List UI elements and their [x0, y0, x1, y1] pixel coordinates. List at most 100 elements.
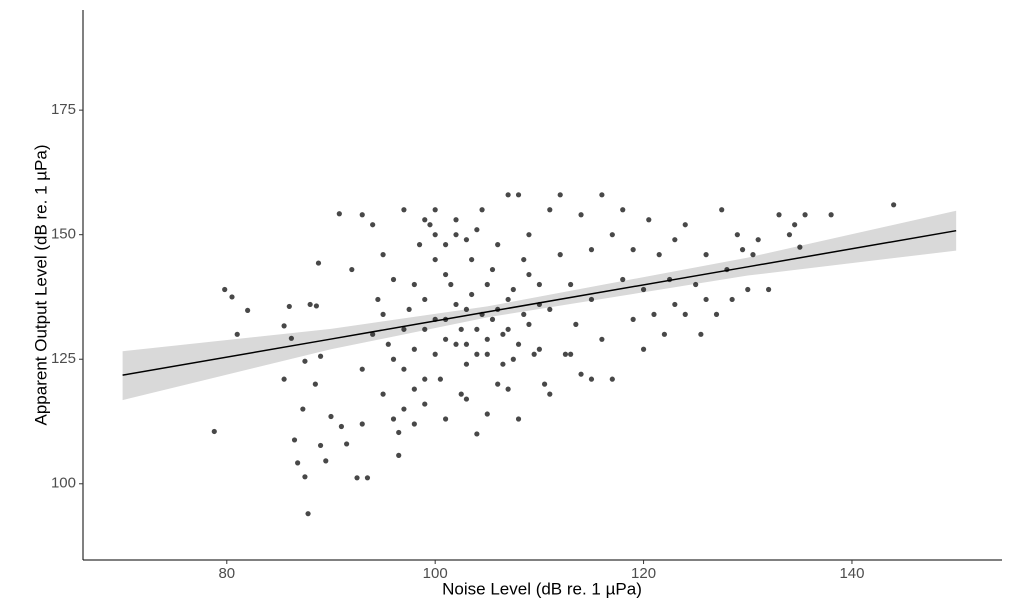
point [541, 381, 548, 387]
point [390, 356, 397, 362]
point [222, 286, 228, 293]
point [578, 371, 584, 377]
y-tick-label: 175 [51, 101, 76, 118]
point [463, 341, 470, 347]
point [640, 346, 647, 352]
point [458, 326, 464, 332]
point [453, 341, 459, 347]
point [620, 276, 626, 283]
point [510, 356, 516, 362]
point [328, 413, 334, 420]
x-tick-label: 120 [631, 565, 656, 582]
point [453, 232, 459, 238]
point [526, 271, 532, 278]
point [750, 252, 756, 258]
point [234, 331, 240, 337]
point [562, 351, 569, 357]
point [432, 256, 438, 263]
point [510, 286, 516, 293]
point [640, 286, 647, 293]
point [411, 386, 417, 392]
point [390, 276, 397, 283]
point [588, 247, 595, 253]
point [463, 396, 470, 402]
point [515, 416, 522, 422]
y-axis-title: Apparent Output Level (dB re. 1 µPa) [31, 144, 50, 425]
point [568, 351, 574, 357]
point [557, 252, 563, 258]
point [891, 202, 897, 208]
point [323, 458, 329, 464]
point [432, 232, 438, 238]
point [630, 316, 636, 322]
point [693, 281, 699, 288]
point [437, 376, 443, 382]
point [802, 212, 808, 218]
point [411, 281, 417, 288]
x-tick-label: 140 [839, 565, 864, 582]
point [479, 207, 485, 213]
point [620, 207, 626, 213]
point [354, 475, 360, 481]
point [442, 271, 449, 278]
point [442, 416, 449, 422]
point [370, 222, 376, 228]
point [453, 301, 459, 308]
y-tick-label: 150 [51, 226, 76, 243]
point [302, 474, 308, 480]
point [505, 296, 511, 303]
point [375, 296, 381, 303]
point [349, 266, 355, 273]
point [682, 222, 688, 228]
point [422, 376, 428, 382]
point [484, 281, 490, 288]
point [599, 336, 605, 342]
point [401, 406, 407, 412]
point [463, 306, 470, 313]
point [422, 296, 428, 303]
point [505, 386, 511, 392]
point [281, 323, 287, 329]
point [703, 296, 709, 303]
point [656, 252, 662, 258]
point [495, 381, 501, 387]
point [313, 303, 319, 309]
y-tick-label: 100 [51, 475, 76, 492]
point [698, 331, 704, 337]
point [291, 437, 298, 443]
point [458, 391, 464, 397]
point [646, 217, 652, 223]
point [609, 232, 615, 238]
point [448, 281, 454, 288]
point [500, 361, 506, 367]
point [651, 311, 657, 317]
point [211, 428, 217, 435]
point [495, 242, 501, 248]
point [385, 341, 391, 347]
point [489, 266, 496, 273]
point [359, 366, 365, 372]
point [786, 232, 793, 238]
point [500, 331, 506, 337]
point [229, 294, 235, 300]
point [427, 222, 433, 228]
point [792, 222, 798, 228]
point [588, 376, 595, 382]
point [484, 411, 490, 417]
point [300, 406, 306, 412]
point [469, 291, 475, 298]
point [474, 351, 480, 357]
point [703, 252, 709, 258]
point [302, 358, 308, 364]
point [442, 242, 449, 248]
point [317, 442, 324, 449]
point [828, 212, 834, 218]
point [547, 306, 553, 313]
point [401, 207, 407, 213]
point [484, 351, 490, 357]
point [338, 423, 345, 430]
point [515, 192, 522, 198]
point [390, 416, 397, 422]
point [661, 331, 668, 337]
